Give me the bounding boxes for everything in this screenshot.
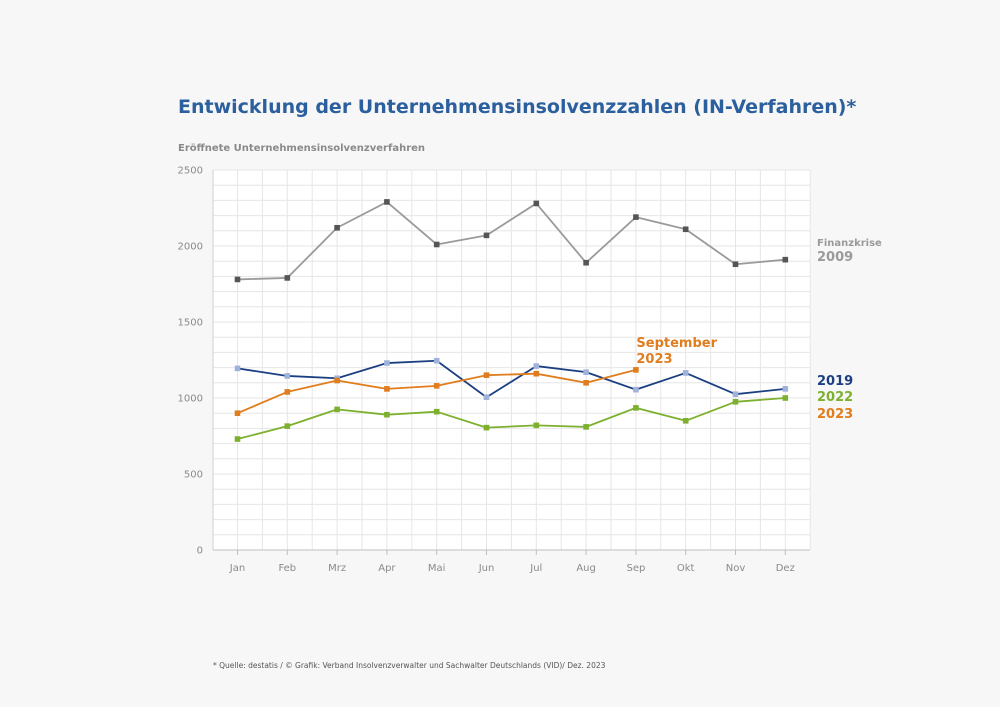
annotation-label: 2023 (636, 352, 672, 367)
data-point (732, 261, 739, 268)
data-point (234, 365, 241, 372)
data-point (334, 224, 340, 231)
data-point (334, 406, 340, 413)
y-tick-label: 0 (197, 546, 203, 557)
legend-entry: 2023 (817, 407, 853, 422)
data-point (384, 360, 390, 366)
data-point (732, 391, 739, 397)
data-point (384, 386, 390, 392)
data-point (284, 373, 291, 379)
data-point (583, 424, 589, 430)
x-tick-label: Dez (776, 563, 795, 574)
legend-entry: Finanzkrise (817, 238, 882, 249)
data-point (583, 259, 589, 266)
data-point (633, 214, 639, 220)
data-point (433, 241, 440, 248)
data-point (583, 380, 589, 386)
data-point (433, 383, 440, 389)
y-tick-label: 2000 (178, 242, 203, 253)
chart-title: Entwicklung der Unternehmensinsolvenzzah… (178, 96, 857, 118)
y-tick-label: 1000 (178, 394, 203, 405)
data-point (483, 424, 490, 431)
data-point (234, 276, 241, 283)
annotation-label: September (636, 336, 717, 351)
data-point (782, 386, 789, 392)
data-point (682, 370, 689, 376)
data-point (483, 394, 490, 401)
x-tick-label: Jun (478, 563, 495, 574)
x-tick-label: Sep (626, 563, 645, 574)
data-point (533, 422, 540, 429)
data-point (682, 226, 689, 233)
series-line (237, 201, 786, 281)
data-point (483, 232, 490, 239)
data-point (483, 372, 490, 378)
data-point (433, 408, 440, 415)
data-point (533, 363, 540, 369)
data-point (384, 199, 390, 205)
x-tick-label: Jul (529, 563, 542, 574)
data-point (633, 367, 639, 373)
data-point (533, 200, 540, 207)
legend-entry: 2019 (817, 374, 853, 389)
legend-entry: 2022 (817, 390, 853, 405)
x-tick-label: Aug (576, 563, 596, 574)
data-point (234, 436, 241, 442)
data-point (583, 369, 589, 375)
y-axis-label: Eröffnete Unternehmensinsolvenzverfahren (178, 143, 426, 154)
legend-entry: 2009 (817, 250, 853, 265)
data-point (782, 395, 789, 401)
series-line (237, 397, 786, 440)
x-tick-label: Nov (726, 563, 746, 574)
x-tick-label: Mrz (328, 563, 346, 574)
data-point (234, 410, 241, 416)
x-tick-label: Apr (378, 563, 396, 574)
data-point (334, 377, 340, 384)
data-point (433, 357, 440, 364)
data-point (682, 418, 689, 424)
y-tick-label: 2500 (178, 166, 203, 177)
data-point (533, 370, 540, 377)
data-point (633, 405, 639, 411)
y-tick-label: 500 (184, 470, 203, 481)
data-point (384, 411, 390, 418)
data-point (782, 256, 789, 263)
data-point (633, 386, 639, 393)
footnote: * Quelle: destatis / © Grafik: Verband I… (213, 661, 606, 670)
x-tick-label: Jan (229, 563, 245, 574)
y-tick-label: 1500 (178, 318, 203, 329)
series-line (237, 359, 786, 399)
data-point (284, 275, 291, 281)
x-tick-label: Mai (428, 563, 446, 574)
x-tick-label: Feb (278, 563, 296, 574)
data-point (732, 399, 739, 405)
data-point (284, 423, 291, 429)
data-point (284, 389, 291, 395)
x-tick-label: Okt (677, 563, 695, 574)
